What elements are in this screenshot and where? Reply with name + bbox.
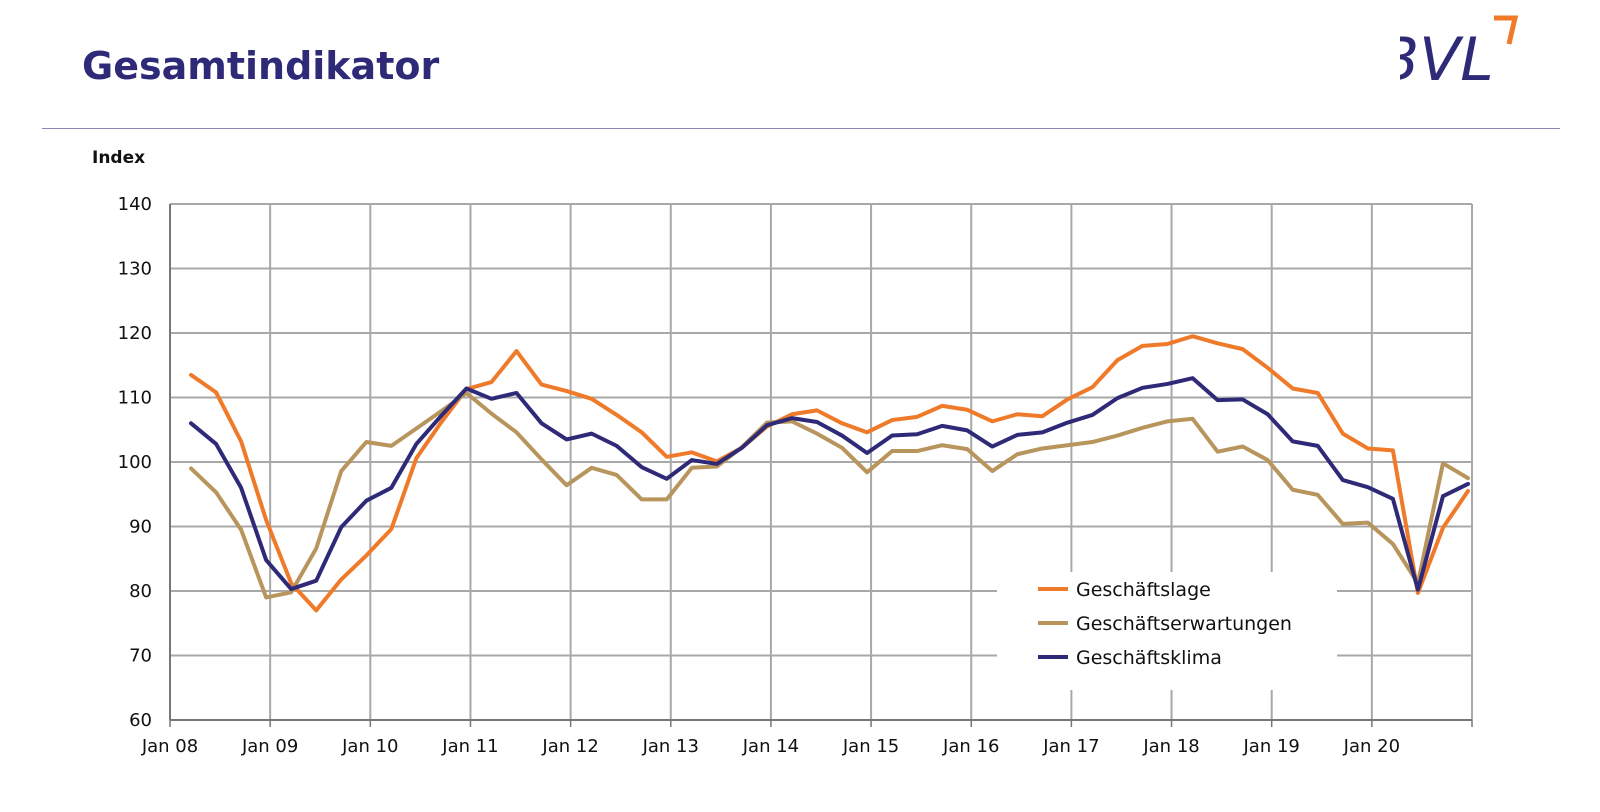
y-tick-label: 120 — [118, 323, 152, 344]
series-line-1 — [189, 334, 1470, 613]
logo-corner-mark — [1494, 15, 1519, 45]
x-tick-label: Jan 14 — [742, 736, 799, 757]
x-tick-label: Jan 18 — [1142, 736, 1199, 757]
legend-box — [997, 572, 1337, 690]
y-tick-label: 70 — [129, 646, 152, 667]
y-tick-label: 80 — [129, 581, 152, 602]
x-tick-label: Jan 16 — [942, 736, 999, 757]
x-tick-label: Jan 13 — [642, 736, 699, 757]
x-tick-label: Jan 11 — [441, 736, 498, 757]
y-axis-label: Index — [92, 148, 146, 168]
x-tick-label: Jan 20 — [1343, 736, 1400, 757]
x-tick-label: Jan 12 — [541, 736, 598, 757]
x-tick-label: Jan 09 — [241, 736, 298, 757]
y-tick-label: 90 — [129, 517, 152, 538]
header-divider — [42, 128, 1560, 129]
series-line-2 — [189, 390, 1470, 600]
x-tick-label: Jan 15 — [842, 736, 899, 757]
legend-label: Geschäftsklima — [1076, 647, 1222, 669]
page-title: Gesamtindikator — [82, 44, 440, 88]
x-tick-label: Jan 08 — [141, 736, 198, 757]
y-tick-label: 100 — [118, 452, 152, 473]
y-tick-label: 140 — [118, 194, 152, 215]
y-tick-label: 130 — [118, 259, 152, 280]
x-tick-label: Jan 10 — [341, 736, 398, 757]
legend-label: Geschäftslage — [1076, 579, 1211, 601]
x-tick-label: Jan 19 — [1243, 736, 1300, 757]
logo-text: BVL — [1400, 25, 1494, 94]
legend-label: Geschäftserwartungen — [1076, 613, 1292, 635]
x-tick-label: Jan 17 — [1042, 736, 1099, 757]
bvl-logo: BVL — [1400, 15, 1519, 94]
series-line-3 — [189, 376, 1470, 592]
y-tick-label: 110 — [118, 388, 152, 409]
y-tick-label: 60 — [129, 710, 152, 731]
